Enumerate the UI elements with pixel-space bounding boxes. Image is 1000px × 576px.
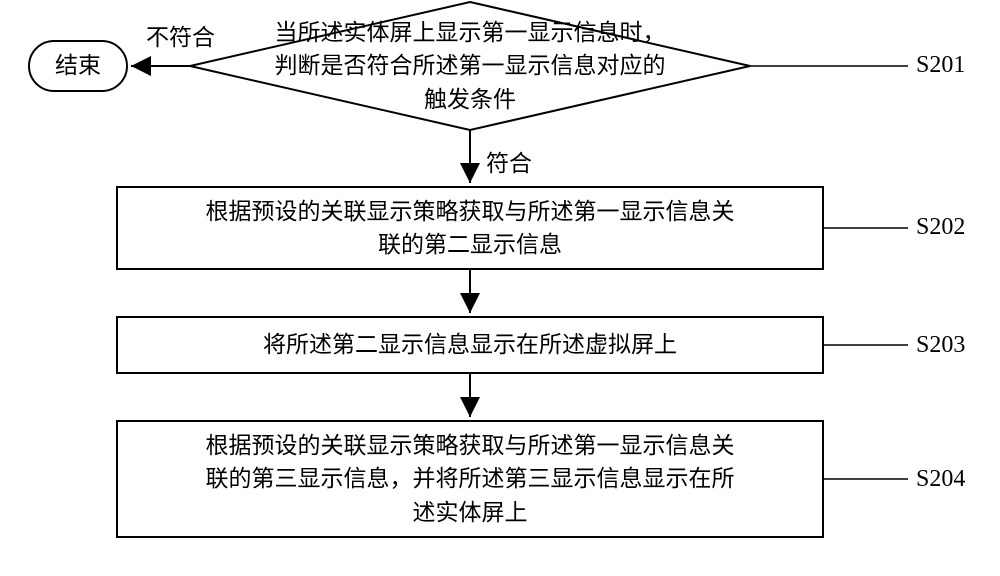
step-label-s204: S204 <box>916 466 965 493</box>
process-s203-text: 将所述第二显示信息显示在所述虚拟屏上 <box>263 328 677 361</box>
edge-label-no: 不符合 <box>146 18 215 52</box>
process-s202: 根据预设的关联显示策略获取与所述第一显示信息关 联的第二显示信息 <box>116 186 824 270</box>
process-s203: 将所述第二显示信息显示在所述虚拟屏上 <box>116 316 824 374</box>
step-label-s203: S203 <box>916 332 965 359</box>
process-s204: 根据预设的关联显示策略获取与所述第一显示信息关 联的第三显示信息，并将所述第三显… <box>116 420 824 538</box>
decision-node: 当所述实体屏上显示第一显示信息时， 判断是否符合所述第一显示信息对应的 触发条件 <box>190 2 750 130</box>
decision-text: 当所述实体屏上显示第一显示信息时， 判断是否符合所述第一显示信息对应的 触发条件 <box>190 16 750 116</box>
process-s204-text: 根据预设的关联显示策略获取与所述第一显示信息关 联的第三显示信息，并将所述第三显… <box>206 429 735 529</box>
end-node: 结束 <box>28 40 128 92</box>
edge-label-yes: 符合 <box>486 144 532 178</box>
process-s202-text: 根据预设的关联显示策略获取与所述第一显示信息关 联的第二显示信息 <box>206 195 735 262</box>
step-label-s202: S202 <box>916 214 965 241</box>
end-label: 结束 <box>55 49 101 82</box>
step-label-s201: S201 <box>916 52 965 79</box>
